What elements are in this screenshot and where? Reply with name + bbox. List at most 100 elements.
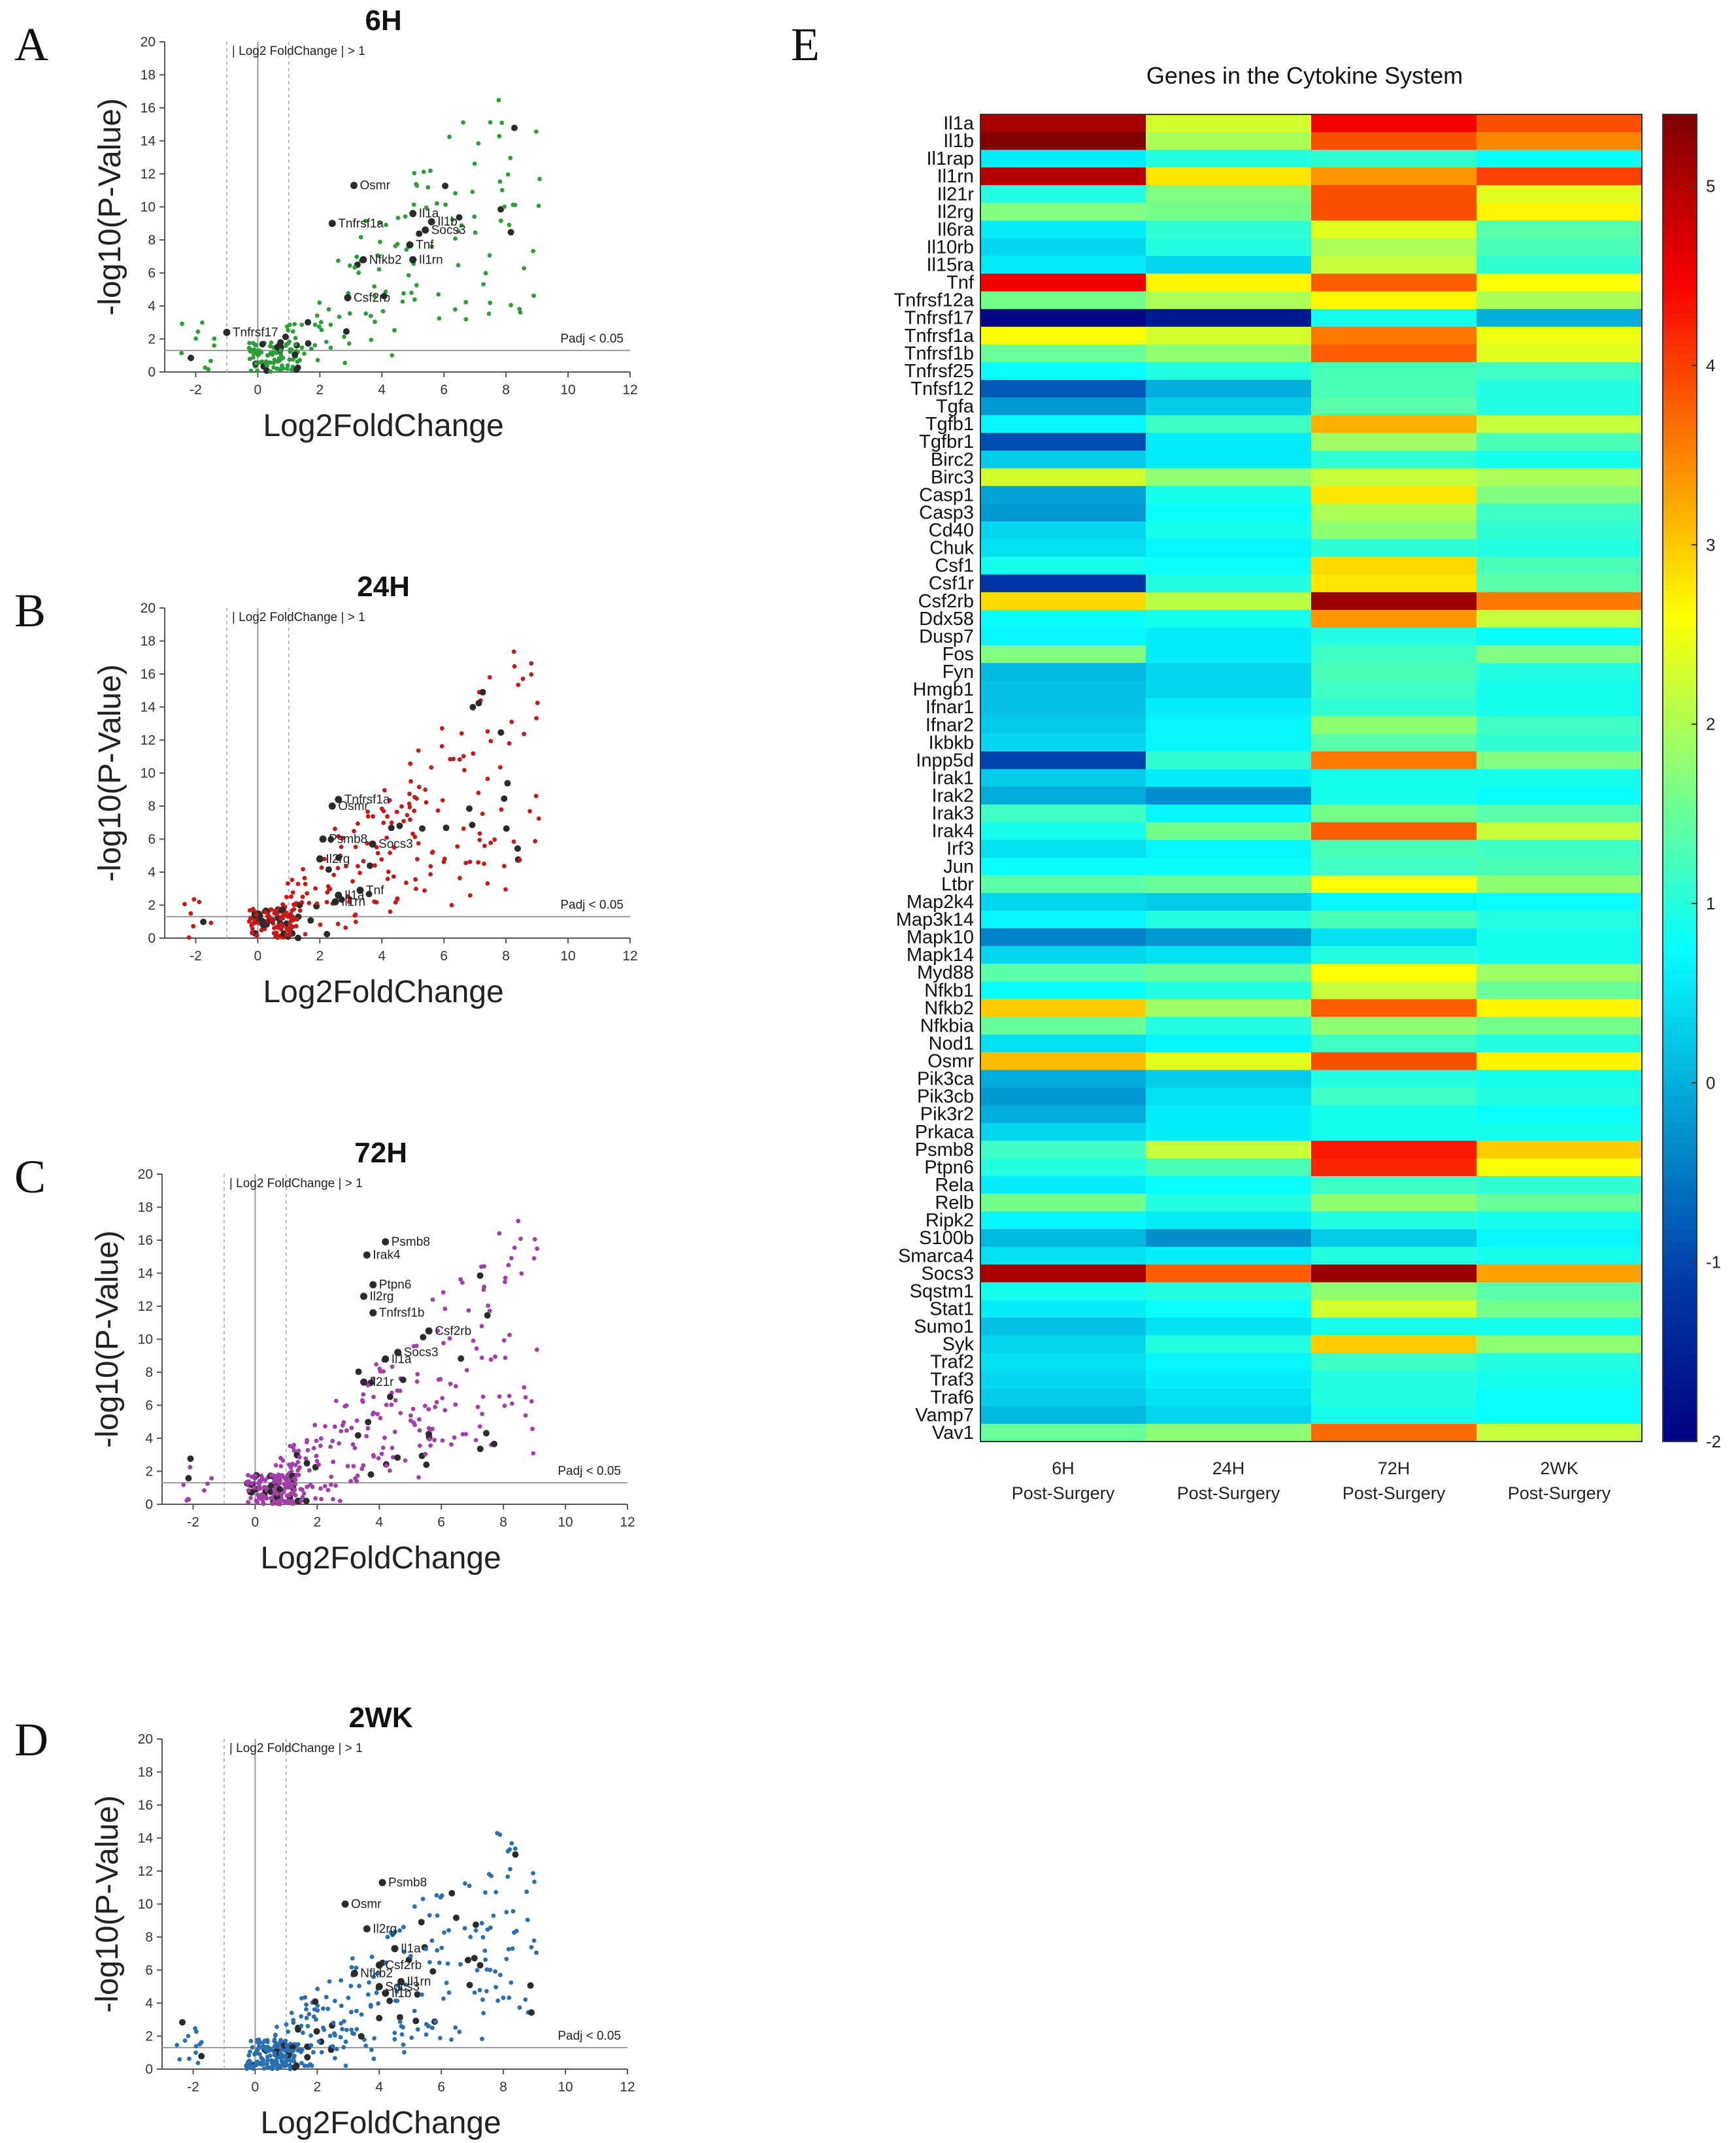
colorbar-step xyxy=(1663,134,1697,142)
heatmap-cell xyxy=(980,751,1146,770)
scatter-point xyxy=(463,317,469,322)
scatter-point xyxy=(484,1312,491,1319)
y-tick-label: 2 xyxy=(145,1464,153,1479)
scatter-point xyxy=(343,925,348,930)
colorbar-step xyxy=(1663,671,1697,679)
heatmap-cell xyxy=(1311,964,1477,982)
scatter-point xyxy=(280,2053,285,2058)
heatmap-cell xyxy=(980,892,1146,911)
scatter-point xyxy=(332,2031,337,2036)
heatmap-cell xyxy=(1477,1300,1643,1319)
scatter-point xyxy=(289,924,294,930)
scatter-point xyxy=(384,1463,389,1468)
heatmap-cell xyxy=(1477,786,1643,805)
scatter-point xyxy=(318,1443,323,1448)
scatter-point xyxy=(477,831,482,836)
scatter-point xyxy=(516,683,521,687)
scatter-point xyxy=(337,1498,342,1504)
x-tick-label: 6 xyxy=(440,382,448,397)
scatter-point xyxy=(277,1481,282,1486)
gene-label: Il15ra xyxy=(926,255,974,276)
scatter-point xyxy=(269,1473,274,1478)
colorbar-step xyxy=(1663,579,1697,586)
scatter-point xyxy=(265,2064,270,2069)
heatmap-cell xyxy=(1311,521,1477,540)
colorbar-step xyxy=(1663,798,1697,805)
scatter-point xyxy=(420,1897,426,1902)
y-axis-title: -log10(P-Value) xyxy=(90,1230,125,1448)
y-tick-label: 2 xyxy=(148,332,156,347)
heatmap-cell xyxy=(1311,486,1477,505)
scatter-point xyxy=(358,235,363,240)
scatter-point xyxy=(209,1476,214,1481)
scatter-point xyxy=(364,1434,369,1439)
scatter-point xyxy=(378,1415,383,1421)
heatmap-cell xyxy=(1311,1140,1477,1159)
scatter-point xyxy=(525,1917,530,1923)
colorbar-step xyxy=(1663,1129,1697,1137)
scatter-point xyxy=(292,2059,297,2064)
colorbar-step xyxy=(1663,399,1697,407)
scatter-point xyxy=(353,1476,358,1481)
colorbar-step xyxy=(1663,1375,1697,1383)
heatmap-cell xyxy=(1146,627,1312,646)
scatter-point xyxy=(414,183,420,188)
scatter-point xyxy=(460,1280,465,1285)
scatter-point xyxy=(299,1498,304,1504)
scatter-point xyxy=(483,1430,490,1437)
scatter-point xyxy=(439,744,444,749)
colorbar-step xyxy=(1663,924,1697,932)
scatter-point xyxy=(309,2043,314,2048)
scatter-point xyxy=(307,1468,312,1473)
scatter-point xyxy=(284,926,290,932)
heatmap-cell xyxy=(1311,397,1477,416)
y-tick-label: 6 xyxy=(145,1398,153,1413)
scatter-point xyxy=(299,322,305,328)
colorbar-step xyxy=(1663,1328,1697,1336)
scatter-point xyxy=(255,1500,259,1505)
scatter-point xyxy=(511,649,516,654)
scatter-point xyxy=(269,340,274,345)
scatter-point xyxy=(279,2063,284,2068)
scatter-point xyxy=(371,1410,376,1415)
column-sublabel: Post-Surgery xyxy=(1508,1483,1611,1503)
heatmap-cell xyxy=(1146,1211,1312,1230)
heatmap-cell xyxy=(1311,981,1477,1000)
scatter-point xyxy=(314,1459,320,1464)
point-label: Tnfrsf1b xyxy=(379,1306,425,1320)
scatter-point xyxy=(398,1986,403,1991)
labeled-point xyxy=(391,1945,399,1953)
y-tick-label: 0 xyxy=(148,365,156,380)
scatter-point xyxy=(312,1998,319,2005)
scatter-point xyxy=(280,2059,285,2065)
point-label: Osmr xyxy=(360,179,391,193)
heatmap-cell xyxy=(1311,1406,1477,1425)
heatmap-cell xyxy=(1146,309,1312,328)
scatter-point xyxy=(479,688,486,696)
scatter-point xyxy=(497,1832,503,1837)
scatter-point xyxy=(265,2055,270,2059)
heatmap-cell xyxy=(1146,273,1312,292)
scatter-point xyxy=(442,824,450,832)
colorbar-step xyxy=(1663,1010,1697,1018)
scatter-point xyxy=(286,328,290,333)
heatmap-cell xyxy=(1146,734,1312,752)
scatter-point xyxy=(470,190,475,194)
colorbar-step xyxy=(1663,632,1697,639)
colorbar-step xyxy=(1663,718,1697,726)
scatter-point xyxy=(369,2048,374,2052)
scatter-point xyxy=(505,172,510,177)
scatter-point xyxy=(462,1926,467,1931)
x-axis-title: Log2FoldChange xyxy=(263,975,503,1009)
scatter-point xyxy=(399,2024,404,2029)
heatmap-cell xyxy=(1146,1353,1312,1372)
heatmap-cell xyxy=(1146,415,1312,433)
scatter-point xyxy=(339,2003,344,2008)
gene-label: Csf2rb xyxy=(918,591,974,612)
colorbar-step xyxy=(1663,1262,1697,1270)
scatter-point xyxy=(471,1338,476,1343)
scatter-point xyxy=(463,860,469,866)
heatmap-cell xyxy=(980,681,1146,699)
scatter-point xyxy=(254,912,259,917)
scatter-point xyxy=(480,1934,486,1940)
